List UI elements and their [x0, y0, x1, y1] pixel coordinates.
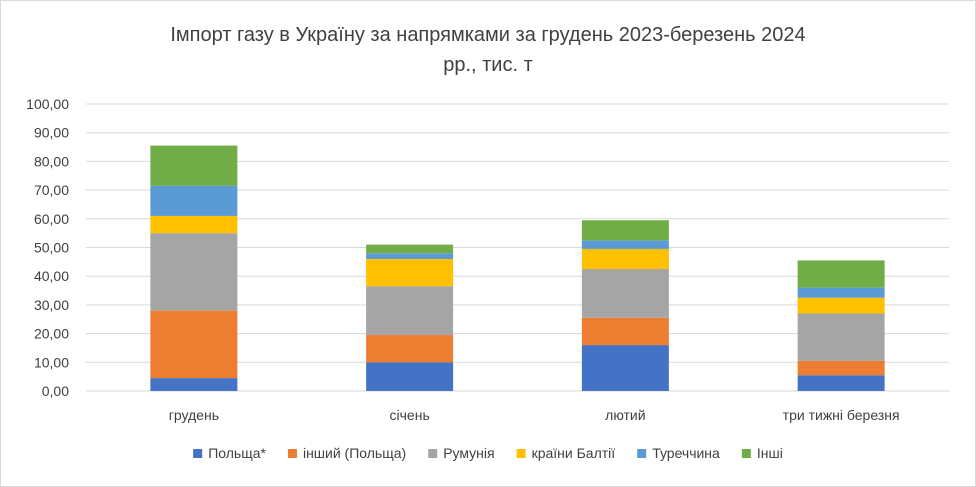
- legend-label: країни Балтії: [532, 445, 616, 461]
- y-axis-ticks: 0,00 10,00 20,00 30,00 40,00 50,00 60,00 70,00 8…: [26, 96, 69, 399]
- y-tick-label: 10,00: [34, 354, 69, 370]
- legend-item: інший (Польща): [287, 445, 406, 461]
- legend-swatch: [193, 449, 203, 458]
- legend-item: Румунія: [428, 445, 495, 461]
- y-tick-label: 20,00: [34, 326, 69, 342]
- y-tick-label: 40,00: [34, 268, 69, 284]
- bar-segment: [797, 287, 885, 298]
- bar-segment: [797, 360, 885, 376]
- y-tick-label: 0,00: [42, 383, 69, 399]
- bar-segment: [150, 185, 238, 216]
- legend-swatch: [428, 449, 438, 458]
- bar-segment: [366, 258, 454, 287]
- bar-segment: [797, 297, 885, 314]
- bar-segment: [581, 317, 669, 346]
- bar-segment: [150, 310, 238, 379]
- bar-segment: [581, 248, 669, 270]
- legend-label: Туреччина: [652, 445, 720, 461]
- bar-segment: [150, 233, 238, 311]
- bar-segment: [150, 378, 238, 391]
- chart-title-line-2: рр., тис. т: [443, 54, 533, 76]
- x-category-label: три тижні березня: [783, 407, 900, 423]
- y-tick-label: 100,00: [26, 96, 69, 112]
- bar-segment: [581, 240, 669, 249]
- bars: [150, 145, 885, 391]
- legend-item: країни Балтії: [516, 445, 616, 461]
- legend-item: Польща*: [193, 445, 266, 461]
- y-tick-label: 60,00: [34, 211, 69, 227]
- legend: Польща* інший (Польща) Румунія країни Балті…: [193, 445, 783, 461]
- bar-segment: [581, 269, 669, 318]
- x-category-label: лютий: [605, 407, 645, 423]
- bar-segment: [581, 345, 669, 391]
- bar-segment: [366, 244, 454, 254]
- bar-segment: [366, 335, 454, 363]
- bar-segment: [797, 313, 885, 361]
- x-axis-categories: грудень січень лютий три тижні березня: [169, 407, 900, 423]
- legend-label: Польща*: [208, 445, 266, 461]
- legend-item: Інші: [741, 445, 783, 461]
- legend-swatch: [741, 449, 751, 458]
- bar-segment: [366, 253, 454, 259]
- bar-segment: [797, 260, 885, 288]
- legend-label: Інші: [757, 445, 783, 461]
- legend-label: інший (Польща): [303, 445, 406, 461]
- chart-title-line-1: Імпорт газу в Україну за напрямками за г…: [170, 24, 805, 46]
- bar-segment: [150, 215, 238, 234]
- x-category-label: грудень: [169, 407, 219, 423]
- bar-segment: [366, 286, 454, 336]
- legend-label: Румунія: [443, 445, 494, 461]
- bar-segment: [366, 362, 454, 391]
- legend-item: Туреччина: [637, 445, 720, 461]
- y-tick-label: 30,00: [34, 297, 69, 313]
- x-category-label: січень: [390, 407, 430, 423]
- legend-swatch: [516, 449, 526, 458]
- legend-swatch: [637, 449, 647, 458]
- bar-segment: [150, 145, 238, 186]
- y-tick-label: 70,00: [34, 182, 69, 198]
- bar-segment: [581, 220, 669, 241]
- legend-swatch: [287, 449, 297, 458]
- y-tick-label: 50,00: [34, 240, 69, 256]
- y-tick-label: 80,00: [34, 153, 69, 169]
- bar-segment: [797, 375, 885, 391]
- y-tick-label: 90,00: [34, 125, 69, 141]
